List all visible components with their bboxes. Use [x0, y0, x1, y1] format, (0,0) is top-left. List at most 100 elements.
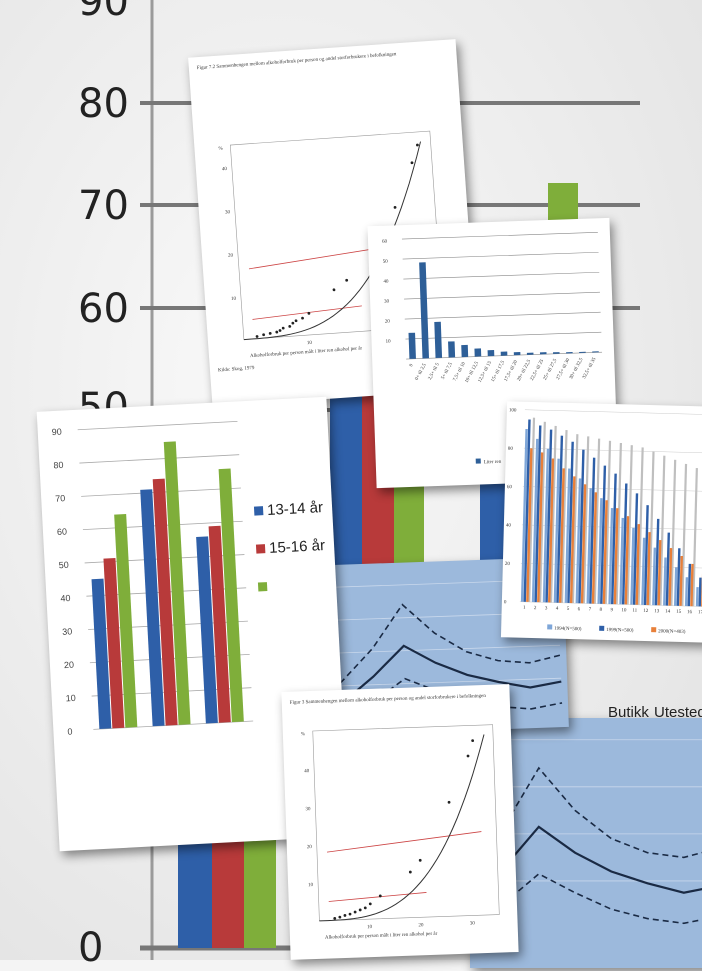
y-tick-label: 10: [308, 883, 314, 888]
x-tick-label: 10: [367, 925, 373, 930]
y-tick-label: 20: [64, 660, 75, 671]
survey-bar: [684, 577, 689, 607]
y-tick-label: 10: [231, 297, 237, 302]
bg-bar-blue-3: [480, 470, 505, 560]
survey-bar-gray: [615, 442, 622, 605]
survey-bar: [674, 567, 678, 606]
data-point: [447, 800, 451, 804]
age-bar: [140, 489, 165, 727]
y-tick-label: 40: [304, 769, 310, 774]
histogram-bar: [487, 349, 495, 357]
histogram-bar: [408, 332, 416, 359]
survey-bar: [663, 557, 667, 606]
survey-bar-gray: [539, 421, 546, 603]
survey-bar: [591, 492, 598, 604]
gridline: [401, 231, 598, 240]
y-tick-label: 40: [383, 280, 389, 285]
x-tick-label: 7: [589, 607, 592, 612]
x-tick-label: 11: [632, 609, 637, 614]
survey-bar: [523, 419, 531, 602]
y-tick-label: 40: [506, 524, 512, 529]
scatter-card-top: Figur 7.2 Sammenhengen mellom alkoholfor…: [188, 39, 480, 407]
gridline: [404, 311, 601, 320]
age-bar: [152, 478, 178, 726]
gridline: [79, 454, 240, 464]
age-bar: [163, 441, 191, 725]
survey-bar: [608, 508, 614, 605]
survey-bar-gray: [648, 451, 655, 606]
survey-bar: [643, 505, 649, 606]
survey-bar-gray: [593, 438, 601, 604]
survey-bar-gray: [637, 447, 644, 605]
x-axis-label: Alkoholforbruk per person målt i liter r…: [325, 931, 438, 941]
age-bar: [114, 514, 138, 728]
data-point: [418, 858, 422, 862]
survey-bar: [567, 441, 574, 603]
bg-bar-blue-2: [330, 390, 362, 590]
x-tick-label: 6: [578, 607, 581, 612]
bg-tick-0: 0: [78, 925, 104, 971]
x-tick-label: 9: [610, 608, 613, 613]
y-tick-label: 30: [225, 210, 231, 215]
survey-bar-gray: [528, 417, 536, 602]
survey-bar: [580, 484, 587, 604]
data-point: [338, 915, 342, 919]
legend-label: 2000(N=403): [658, 629, 686, 635]
y-tick-label: 30: [62, 626, 73, 637]
histogram-bar: [448, 341, 456, 358]
survey-bar: [679, 555, 683, 606]
histogram-bar: [461, 344, 469, 358]
survey-bar: [690, 563, 694, 607]
survey-bar: [575, 478, 582, 604]
x-axis-label: Alkoholforbruk per person målt i liter r…: [250, 345, 363, 359]
y-tick-label: 20: [228, 253, 234, 258]
data-point: [353, 910, 357, 914]
data-point: [294, 319, 298, 323]
survey-bar: [657, 540, 662, 606]
data-point: [288, 324, 292, 328]
gridline: [402, 251, 599, 260]
survey-bar: [597, 498, 603, 604]
y-tick-label: 50: [383, 260, 389, 265]
survey-bar: [624, 516, 630, 605]
histogram-bar: [526, 352, 534, 355]
survey-bar: [537, 452, 544, 603]
bg-tick-70: 70: [78, 183, 129, 229]
data-point: [393, 205, 397, 209]
y-tick-label: 20: [307, 845, 313, 850]
survey-bar: [586, 488, 592, 604]
x-tick-label: 16: [687, 610, 693, 615]
x-tick-label: 2,5+ til 5: [428, 362, 441, 381]
y-tick-label: 80: [508, 447, 514, 452]
x-tick-label: 14: [665, 610, 671, 615]
legend-swatch: [547, 624, 553, 630]
y-tick-label: 20: [385, 320, 391, 325]
age-bar: [103, 557, 125, 729]
survey-bar: [635, 524, 641, 605]
data-point: [378, 894, 382, 898]
y-unit-label: %: [301, 732, 305, 737]
legend-swatch: [651, 627, 657, 633]
data-point: [368, 902, 372, 906]
y-tick-label: 0: [67, 726, 73, 736]
histogram-card: 60 50 40 30 20 10 0 0+ til 2,5 2,5+ til 5 5+ til …: [367, 217, 619, 489]
x-tick-label: 5+ til 7,5: [441, 362, 454, 381]
survey-bar-gray: [571, 434, 579, 604]
data-point: [307, 311, 311, 315]
survey-bar-gray: [549, 425, 557, 603]
gridline: [311, 677, 562, 688]
x-tick-label: 0+ til 2,5: [415, 363, 428, 382]
survey-bar-gray: [604, 440, 612, 604]
survey-bar: [526, 448, 533, 602]
x-tick-label: 2: [534, 606, 537, 611]
histogram-bar: [419, 262, 430, 359]
data-point: [345, 278, 349, 282]
data-point: [348, 912, 352, 916]
histogram-bar: [434, 321, 443, 359]
x-tick-label: 3: [545, 606, 548, 611]
gridline: [524, 409, 702, 415]
gridline: [77, 420, 238, 431]
gridline: [404, 291, 600, 300]
survey-bar-gray: [681, 463, 688, 606]
survey-bar: [619, 517, 624, 605]
